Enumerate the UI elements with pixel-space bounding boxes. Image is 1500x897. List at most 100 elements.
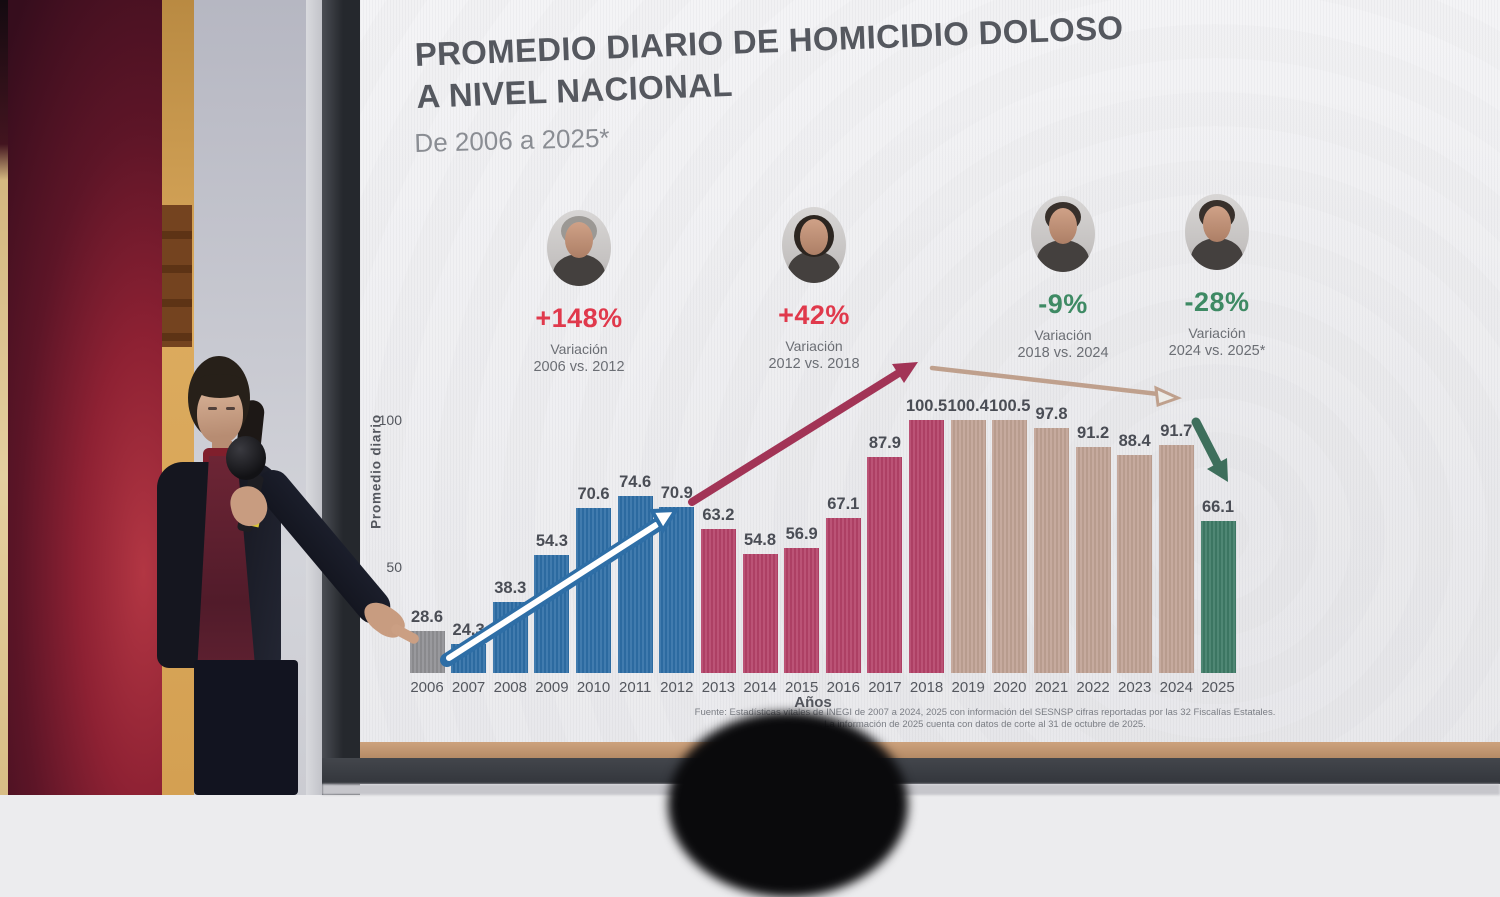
- presenter-eye-left: [208, 407, 217, 410]
- x-tick-2021: 2021: [1034, 679, 1069, 696]
- bar-2023: [1117, 455, 1153, 673]
- bar-value-2009: 54.3: [535, 532, 568, 551]
- bar-value-2011: 74.6: [619, 472, 652, 491]
- portrait-face: [1203, 206, 1231, 242]
- bar-value-2016: 67.1: [827, 494, 860, 513]
- variation-percent: -28%: [1184, 287, 1250, 317]
- bar-value-2007: 24.3: [452, 620, 485, 639]
- bar-2020: [992, 419, 1028, 674]
- bar-value-2019: 100.4: [947, 396, 989, 415]
- source-line1: Fuente: Estadísticas vitales de INEGI de…: [694, 707, 1276, 718]
- screen-footer-band: [360, 742, 1500, 758]
- x-tick-2015: 2015: [785, 679, 819, 696]
- audience-head: [668, 712, 908, 897]
- x-tick-2006: 2006: [410, 679, 444, 696]
- x-tick-2008: 2008: [493, 679, 527, 696]
- bar-value-2023: 88.4: [1118, 432, 1151, 451]
- bar-2019: [950, 419, 986, 674]
- bar-value-2020: 100.5: [989, 396, 1031, 415]
- president-portrait-pena-nieto: [782, 207, 846, 283]
- bar-2011: [617, 495, 653, 674]
- variation-label: Variación: [785, 338, 843, 354]
- portrait-silhouette: [1037, 240, 1089, 272]
- president-portrait-calderon: [547, 210, 611, 286]
- period-block-lopez-obrador: -9% Variación 2018 vs. 2024: [987, 196, 1139, 361]
- portrait-silhouette: [1191, 238, 1243, 270]
- portrait-silhouette: [553, 254, 605, 286]
- presentation-screen: PROMEDIO DIARIO DE HOMICIDIO DOLOSO A NI…: [360, 0, 1500, 742]
- bar-2007: [451, 643, 487, 674]
- y-tick-50: 50: [386, 559, 402, 575]
- screen-side-edge: [306, 0, 322, 795]
- x-tick-2018: 2018: [909, 679, 944, 696]
- x-tick-2011: 2011: [619, 679, 652, 696]
- variation-percent: +148%: [535, 303, 623, 333]
- bar-2018: [909, 419, 945, 674]
- x-axis-title: Años: [794, 694, 832, 711]
- x-tick-2016: 2016: [826, 679, 860, 696]
- bar-value-2010: 70.6: [577, 484, 610, 503]
- bar-2010: [576, 507, 611, 673]
- bar-value-2021: 97.8: [1035, 404, 1068, 423]
- x-tick-2009: 2009: [535, 679, 569, 696]
- bar-2025: [1200, 520, 1236, 674]
- floor-strip: [322, 784, 1500, 795]
- variation-range: 2018 vs. 2024: [1017, 345, 1109, 361]
- bar-2009: [534, 555, 570, 673]
- bar-2021: [1034, 427, 1069, 673]
- bar-2017: [867, 456, 903, 674]
- x-tick-2013: 2013: [701, 679, 736, 696]
- bar-2016: [825, 517, 861, 674]
- bar-value-2025: 66.1: [1201, 497, 1235, 516]
- variation-label: Variación: [1034, 327, 1092, 343]
- x-tick-2019: 2019: [951, 679, 985, 696]
- variation-percent: +42%: [778, 300, 850, 330]
- x-tick-2022: 2022: [1076, 679, 1110, 696]
- x-tick-2007: 2007: [451, 679, 486, 696]
- bar-value-2008: 38.3: [494, 579, 527, 598]
- presenter-eye-right: [226, 407, 235, 410]
- x-tick-2024: 2024: [1159, 679, 1193, 696]
- presenter-hairline: [192, 374, 248, 398]
- bar-value-2017: 87.9: [868, 433, 901, 452]
- variation-range: 2006 vs. 2012: [533, 359, 625, 375]
- wooden-stairs: [162, 205, 192, 347]
- source-note: Fuente: Estadísticas vitales de INEGI de…: [625, 707, 1345, 730]
- variation-range: 2024 vs. 2025*: [1168, 343, 1266, 359]
- bar-2024: [1158, 445, 1194, 673]
- variation-percent: -9%: [1038, 289, 1088, 319]
- variation-label: Variación: [550, 341, 608, 357]
- x-tick-2010: 2010: [576, 679, 611, 696]
- portrait-face: [800, 219, 828, 255]
- screen-bezel: [322, 0, 360, 795]
- x-tick-2020: 2020: [993, 679, 1027, 696]
- slide-subtitle: De 2006 a 2025*: [414, 122, 610, 158]
- bar-2013: [700, 529, 736, 673]
- bar-value-2006: 28.6: [410, 608, 444, 626]
- bar-value-2024: 91.7: [1160, 422, 1193, 441]
- portrait-face: [1049, 208, 1077, 244]
- bar-value-2018: 100.5: [905, 396, 948, 415]
- bar-value-2012: 70.9: [660, 483, 693, 502]
- plot-area: 28.6 2006 24.3 2007 38.3 2008 54.3 2009 70.6 2010…: [379, 390, 1250, 696]
- bar-2008: [492, 602, 528, 673]
- screen-bottom-frame: [322, 758, 1500, 784]
- period-block-pena-nieto: +42% Variación 2012 vs. 2018: [738, 207, 890, 372]
- presenter-trousers: [194, 660, 298, 795]
- president-portrait-sheinbaum: [1185, 194, 1249, 270]
- period-block-sheinbaum: -28% Variación 2024 vs. 2025*: [1141, 194, 1293, 359]
- bar-value-2022: 91.2: [1077, 423, 1110, 442]
- x-tick-2014: 2014: [743, 679, 777, 696]
- x-tick-2017: 2017: [868, 679, 902, 696]
- period-block-calderon: +148% Variación 2006 vs. 2012: [503, 210, 655, 375]
- bar-value-2013: 63.2: [702, 506, 735, 525]
- bar-2012: [659, 506, 695, 674]
- bar-2014: [742, 553, 778, 674]
- bar-2015: [784, 547, 820, 674]
- slide-title: PROMEDIO DIARIO DE HOMICIDIO DOLOSO A NI…: [414, 6, 1137, 118]
- x-tick-2025: 2025: [1201, 679, 1235, 696]
- y-tick-100: 100: [378, 412, 402, 428]
- source-line2: La información de 2025 cuenta con datos …: [824, 718, 1146, 730]
- president-portrait-lopez-obrador: [1031, 196, 1095, 272]
- variation-range: 2012 vs. 2018: [768, 356, 860, 372]
